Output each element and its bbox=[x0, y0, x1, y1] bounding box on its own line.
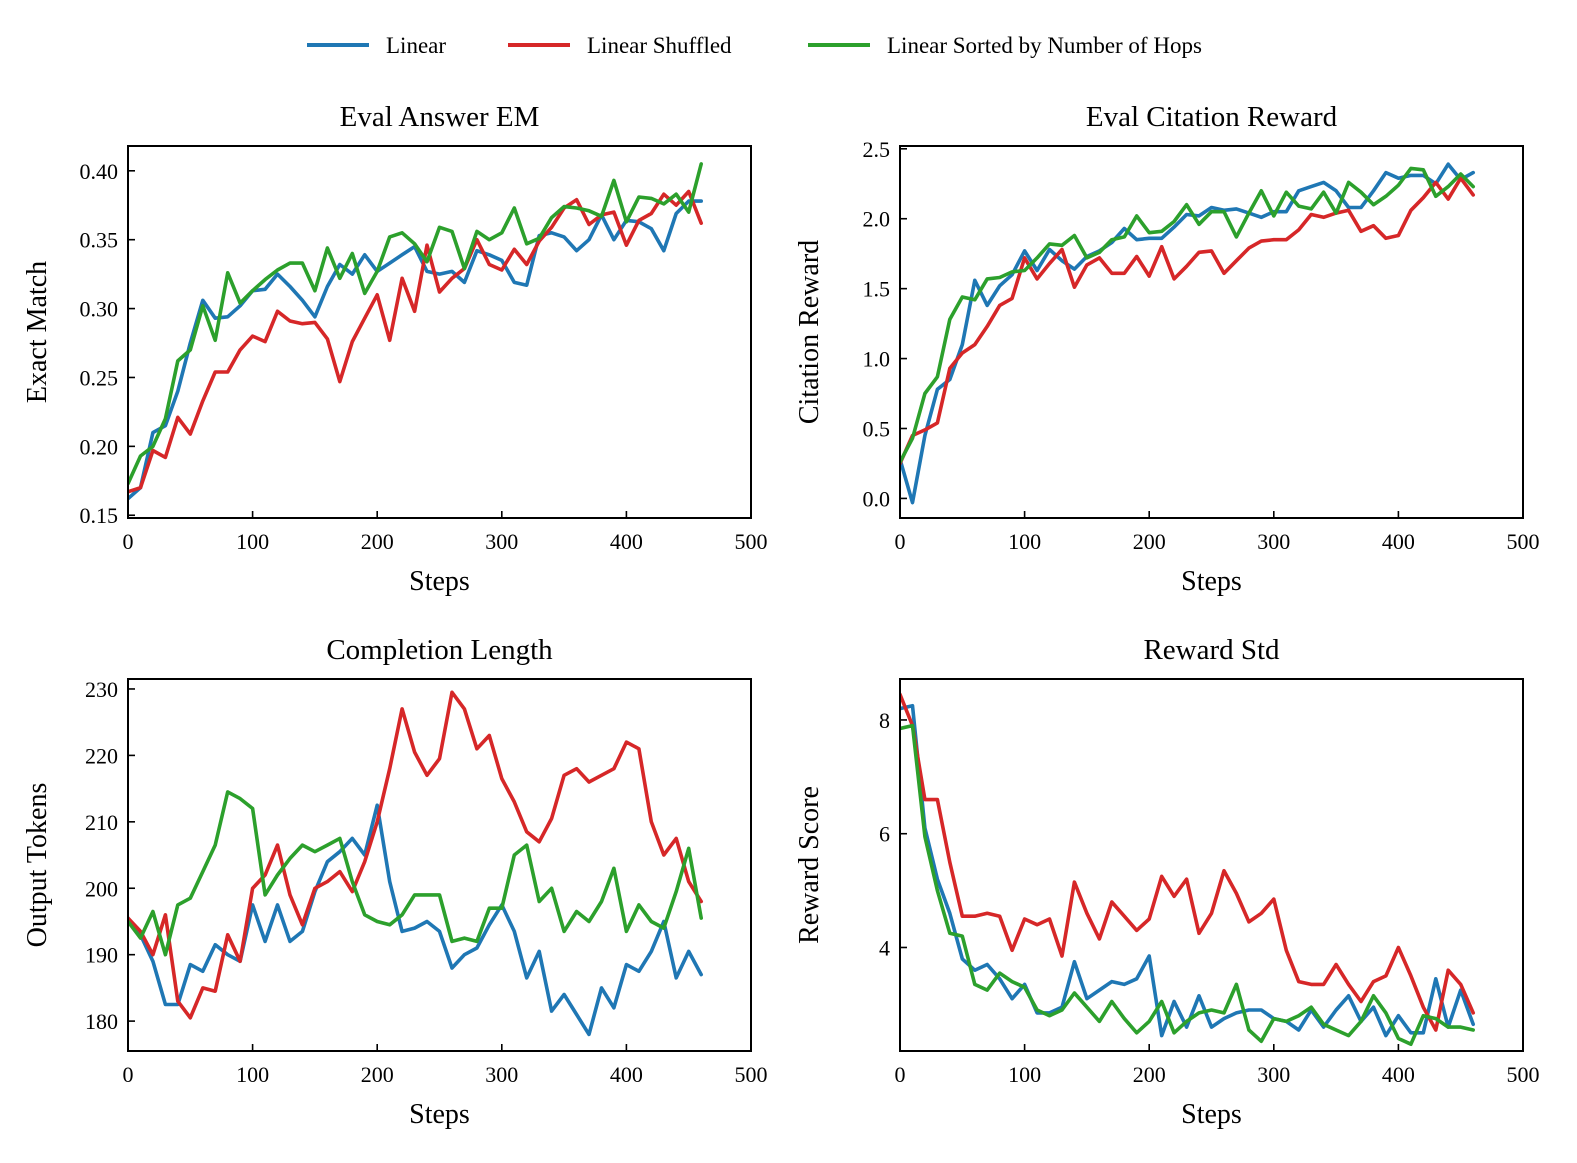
x-tick-label-1-6: 500 bbox=[735, 529, 768, 554]
y-tick-label-3-3: 200 bbox=[85, 876, 118, 901]
x-tick-label-2-3: 200 bbox=[1133, 529, 1166, 554]
x-tick-label-4-2: 100 bbox=[1008, 1062, 1041, 1087]
x-tick-label-3-6: 500 bbox=[735, 1062, 768, 1087]
y-tick-label-1-4: 0.30 bbox=[80, 297, 119, 322]
legend: Linear Linear Shuffled Linear Sorted by Nu… bbox=[307, 33, 1202, 58]
x-tick-label-3-3: 200 bbox=[361, 1062, 394, 1087]
series-line-3-3 bbox=[128, 790, 704, 957]
y-tick-label-1-1: 0.15 bbox=[80, 503, 119, 528]
legend-label-2: Linear Shuffled bbox=[587, 33, 732, 58]
x-tick-label-4-6: 500 bbox=[1507, 1062, 1540, 1087]
y-axis-label-1: Exact Match bbox=[22, 261, 53, 403]
x-tick-label-4-4: 300 bbox=[1257, 1062, 1290, 1087]
legend-label-3: Linear Sorted by Number of Hops bbox=[887, 33, 1202, 58]
x-tick-label-3-2: 100 bbox=[236, 1062, 269, 1087]
x-tick-label-2-6: 500 bbox=[1507, 529, 1540, 554]
x-axis-label-4: Steps bbox=[1181, 1099, 1242, 1130]
x-tick-label-1-2: 100 bbox=[236, 529, 269, 554]
x-tick-label-2-4: 300 bbox=[1257, 529, 1290, 554]
chart-title-2: Eval Citation Reward bbox=[1086, 101, 1338, 133]
y-tick-label-1-6: 0.40 bbox=[80, 159, 119, 184]
y-tick-label-1-3: 0.25 bbox=[80, 365, 119, 390]
x-tick-label-2-1: 0 bbox=[895, 529, 906, 554]
x-axis-label-3: Steps bbox=[409, 1099, 470, 1130]
x-tick-label-1-3: 200 bbox=[361, 529, 394, 554]
y-tick-label-2-6: 2.5 bbox=[863, 137, 891, 162]
y-tick-label-4-2: 6 bbox=[879, 822, 890, 847]
x-tick-label-3-4: 300 bbox=[485, 1062, 518, 1087]
x-tick-label-2-2: 100 bbox=[1008, 529, 1041, 554]
y-tick-label-2-1: 0.0 bbox=[863, 486, 891, 511]
y-tick-label-2-5: 2.0 bbox=[863, 207, 891, 232]
y-tick-label-3-1: 180 bbox=[85, 1009, 118, 1034]
plot-frame-3 bbox=[127, 678, 752, 1052]
y-tick-label-3-4: 210 bbox=[85, 810, 118, 835]
y-tick-label-3-6: 230 bbox=[85, 677, 118, 702]
y-tick-label-1-2: 0.20 bbox=[80, 434, 119, 459]
x-axis-label-1: Steps bbox=[409, 566, 470, 597]
y-tick-label-3-5: 220 bbox=[85, 743, 118, 768]
series-line-1-2 bbox=[128, 189, 704, 494]
chart-panel-1: 0 100 200 300 400 500 0.15 0.20 0.25 0.30 0.35 0.40… bbox=[22, 101, 768, 597]
series-line-4-3 bbox=[900, 723, 1475, 1046]
series-line-4-1 bbox=[900, 703, 1475, 1038]
y-axis-label-2: Citation Reward bbox=[794, 240, 825, 424]
chart-title-3: Completion Length bbox=[326, 634, 553, 666]
x-tick-label-1-1: 0 bbox=[123, 529, 134, 554]
chart-title-1: Eval Answer EM bbox=[340, 101, 540, 133]
y-tick-label-2-2: 0.5 bbox=[863, 416, 891, 441]
x-tick-label-4-1: 0 bbox=[895, 1062, 906, 1087]
x-axis-label-2: Steps bbox=[1181, 566, 1242, 597]
chart-title-4: Reward Std bbox=[1143, 634, 1280, 666]
x-tick-label-3-5: 400 bbox=[610, 1062, 643, 1087]
chart-panel-4: 0 100 200 300 400 500 4 6 8 Reward Std Steps Reward… bbox=[794, 634, 1540, 1130]
y-axis-label-4: Reward Score bbox=[794, 786, 825, 944]
plot-frame-4 bbox=[899, 678, 1524, 1052]
series-line-2-1 bbox=[900, 162, 1475, 505]
series-line-3-1 bbox=[128, 803, 704, 1037]
series-line-2-2 bbox=[900, 176, 1475, 466]
y-tick-label-2-4: 1.5 bbox=[863, 277, 891, 302]
chart-panel-2: 0 100 200 300 400 500 0.0 0.5 1.0 1.5 2.0 2.5 Eval C… bbox=[794, 101, 1540, 597]
y-tick-label-2-3: 1.0 bbox=[863, 347, 891, 372]
y-tick-label-3-2: 190 bbox=[85, 943, 118, 968]
x-tick-label-3-1: 0 bbox=[123, 1062, 134, 1087]
series-line-3-2 bbox=[128, 690, 704, 1020]
legend-label-1: Linear bbox=[386, 33, 446, 58]
series-line-1-3 bbox=[128, 162, 704, 486]
plot-frame-2 bbox=[899, 145, 1524, 519]
chart-panel-3: 0 100 200 300 400 500 180 190 200 210 220 230 Comple… bbox=[22, 634, 768, 1130]
series-line-4-2 bbox=[900, 692, 1475, 1032]
x-tick-label-1-4: 300 bbox=[485, 529, 518, 554]
y-tick-label-4-3: 8 bbox=[879, 708, 890, 733]
series-line-2-3 bbox=[900, 166, 1475, 464]
x-tick-label-4-3: 200 bbox=[1133, 1062, 1166, 1087]
chart-panels: 0 100 200 300 400 5000.150.200.250.300.350.40… bbox=[22, 101, 1540, 1130]
y-tick-label-4-1: 4 bbox=[879, 935, 890, 960]
x-tick-label-1-5: 400 bbox=[610, 529, 643, 554]
x-tick-label-4-5: 400 bbox=[1382, 1062, 1415, 1087]
plot-frame-1 bbox=[127, 145, 752, 519]
x-tick-label-2-5: 400 bbox=[1382, 529, 1415, 554]
y-tick-label-1-5: 0.35 bbox=[80, 228, 119, 253]
y-axis-label-3: Output Tokens bbox=[22, 783, 53, 948]
